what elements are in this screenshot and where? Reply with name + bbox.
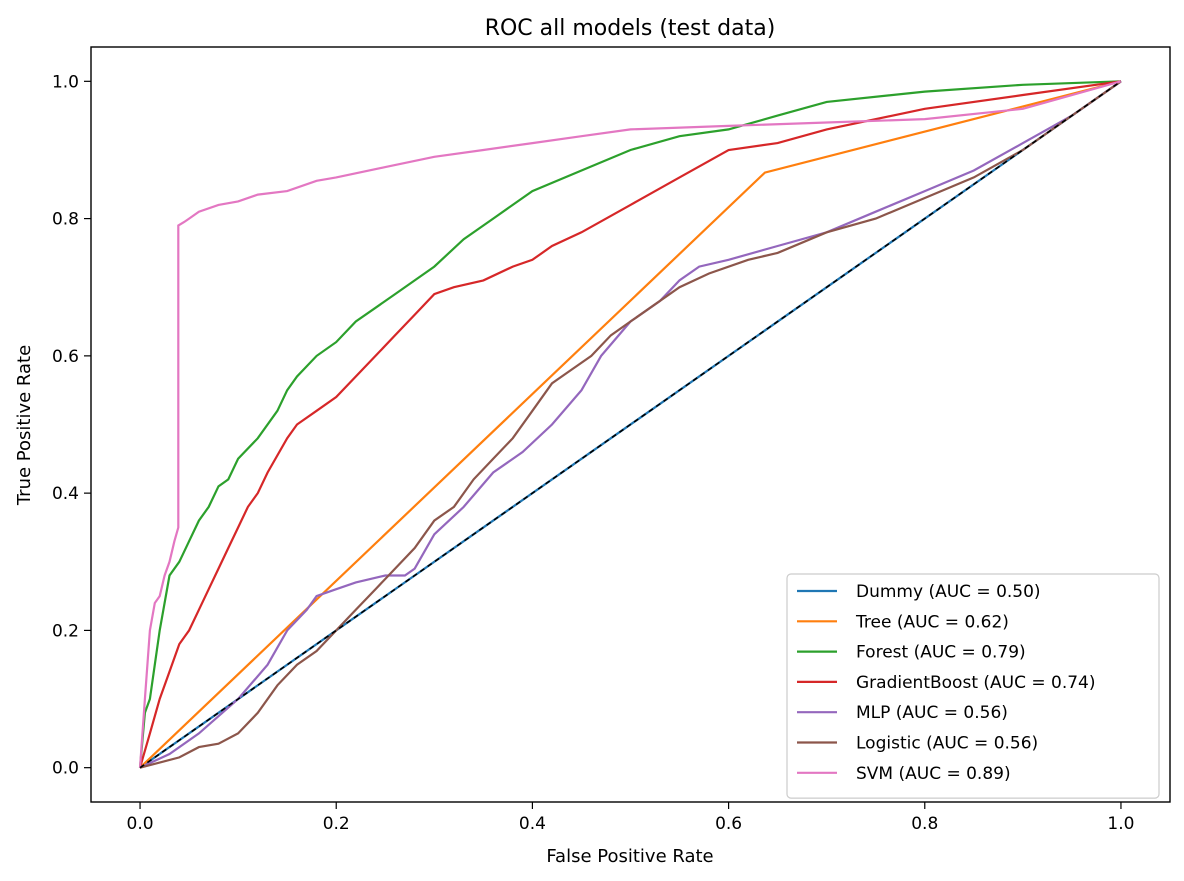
series-line-forest bbox=[138, 80, 1122, 768]
y-tick-label: 0.4 bbox=[52, 484, 79, 504]
chance-diagonal-line bbox=[139, 80, 1122, 769]
y-tick-label: 0.6 bbox=[52, 347, 79, 367]
legend-label-logistic: Logistic (AUC = 0.56) bbox=[856, 734, 1038, 754]
y-axis-ticks: 0.0 0.2 0.4 0.6 0.8 1.0 bbox=[52, 72, 91, 779]
legend-label-mlp: MLP (AUC = 0.56) bbox=[856, 703, 1008, 723]
x-tick-label: 1.0 bbox=[1107, 814, 1134, 834]
legend-label-forest: Forest (AUC = 0.79) bbox=[856, 643, 1026, 663]
x-tick-label: 0.8 bbox=[911, 814, 938, 834]
plot-frame bbox=[90, 46, 1171, 803]
y-tick-label: 0.8 bbox=[52, 210, 79, 230]
series-line-logistic bbox=[139, 80, 1122, 769]
chart-title: ROC all models (test data) bbox=[485, 16, 776, 41]
y-tick-label: 1.0 bbox=[52, 72, 79, 92]
y-tick-label: 0.0 bbox=[52, 759, 79, 779]
legend-label-svm: SVM (AUC = 0.89) bbox=[856, 764, 1011, 784]
x-tick-label: 0.6 bbox=[715, 814, 742, 834]
legend-label-gradientboost: GradientBoost (AUC = 0.74) bbox=[856, 673, 1096, 693]
x-tick-label: 0.0 bbox=[127, 814, 154, 834]
series-line-svm bbox=[138, 80, 1122, 768]
x-tick-label: 0.2 bbox=[323, 814, 350, 834]
y-tick-label: 0.2 bbox=[52, 621, 79, 641]
x-axis-label: False Positive Rate bbox=[546, 846, 713, 867]
y-axis-label: True Positive Rate bbox=[14, 345, 35, 506]
series-line-mlp bbox=[139, 80, 1122, 769]
x-axis-ticks: 0.0 0.2 0.4 0.6 0.8 1.0 bbox=[127, 802, 1134, 834]
plot-lines bbox=[138, 80, 1122, 769]
legend-box bbox=[786, 573, 1160, 799]
x-tick-label: 0.4 bbox=[519, 814, 546, 834]
legend-label-dummy: Dummy (AUC = 0.50) bbox=[856, 582, 1041, 602]
legend-label-tree: Tree (AUC = 0.62) bbox=[855, 612, 1009, 632]
legend: Dummy (AUC = 0.50) Tree (AUC = 0.62) Fores… bbox=[786, 573, 1160, 799]
series-line-gradientboost bbox=[138, 80, 1122, 769]
